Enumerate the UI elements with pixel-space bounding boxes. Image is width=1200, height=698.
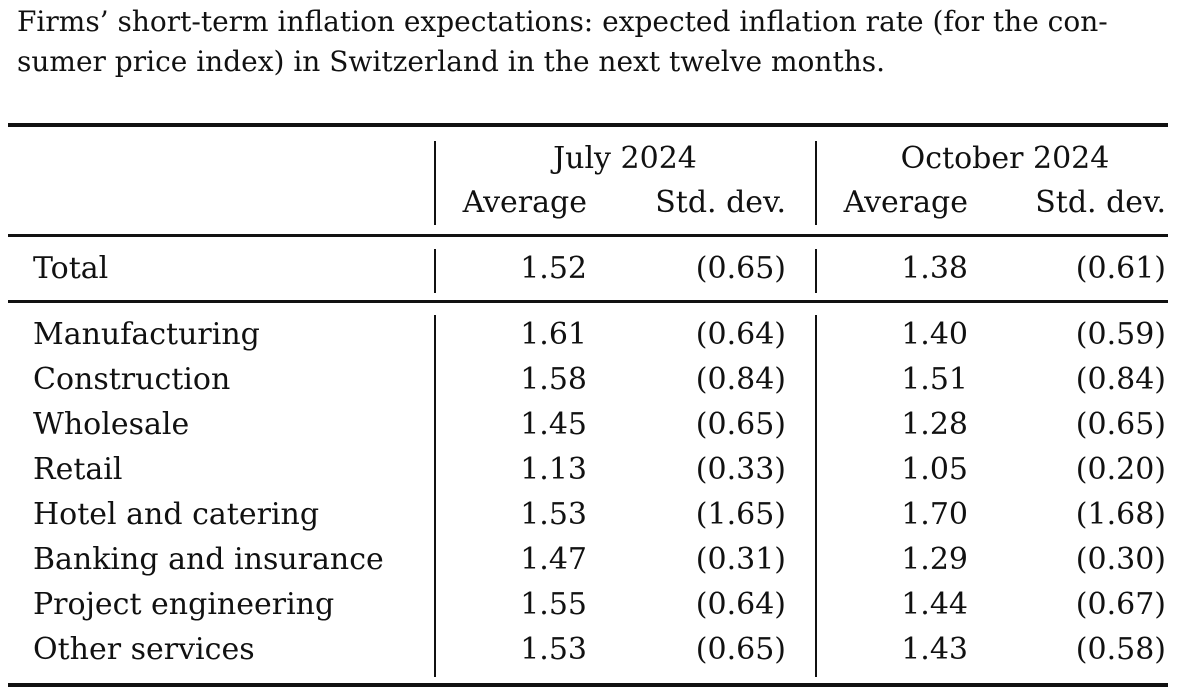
row-july-std-dev: (0.33) [695,452,786,487]
row-label: Wholesale [33,407,190,442]
row-october-average: 1.28 [901,407,968,442]
row-july-average: 1.45 [520,407,587,442]
total-july-std-dev: (0.65) [695,251,786,286]
header-rule [8,234,1168,237]
row-july-std-dev: (0.31) [695,542,786,577]
row-july-std-dev: (0.64) [695,587,786,622]
row-october-std-dev: (0.30) [1075,542,1166,577]
caption-line-2: sumer price index) in Switzerland in the… [17,45,885,78]
row-label: Hotel and catering [33,497,320,532]
row-july-std-dev: (0.65) [695,407,786,442]
subheader-july-std-dev: Std. dev. [655,185,786,220]
row-october-std-dev: (0.59) [1075,317,1166,352]
row-october-average: 1.44 [901,587,968,622]
row-october-average: 1.05 [901,452,968,487]
total-separator-left [434,249,436,293]
total-october-average: 1.38 [901,251,968,286]
row-october-average: 1.51 [901,362,968,397]
caption-line-1: Firms’ short-term inflation expectations… [17,5,1108,38]
total-october-std-dev: (0.61) [1075,251,1166,286]
row-july-std-dev: (0.65) [695,632,786,667]
subheader-july-average: Average [462,185,587,220]
row-july-average: 1.55 [520,587,587,622]
total-row-label: Total [33,251,109,286]
row-july-average: 1.47 [520,542,587,577]
total-july-average: 1.52 [520,251,587,286]
group-header-july: July 2024 [553,141,697,176]
row-july-average: 1.53 [520,632,587,667]
row-october-std-dev: (0.20) [1075,452,1166,487]
row-label: Banking and insurance [33,542,384,577]
row-label: Retail [33,452,123,487]
subheader-october-average: Average [843,185,968,220]
total-separator-middle [815,249,817,293]
header-separator-middle [815,141,817,225]
total-rule [8,300,1168,303]
row-october-std-dev: (1.68) [1075,497,1166,532]
row-october-std-dev: (0.65) [1075,407,1166,442]
row-october-average: 1.40 [901,317,968,352]
row-july-average: 1.53 [520,497,587,532]
header-separator-left [434,141,436,225]
row-october-average: 1.29 [901,542,968,577]
row-label: Other services [33,632,255,667]
row-label: Project engineering [33,587,335,622]
row-july-average: 1.61 [520,317,587,352]
subheader-october-std-dev: Std. dev. [1035,185,1166,220]
row-july-std-dev: (0.64) [695,317,786,352]
row-october-std-dev: (0.84) [1075,362,1166,397]
bottom-rule [8,683,1168,687]
row-october-std-dev: (0.58) [1075,632,1166,667]
row-july-std-dev: (0.84) [695,362,786,397]
top-rule [8,123,1168,127]
row-october-average: 1.70 [901,497,968,532]
row-july-std-dev: (1.65) [695,497,786,532]
table-caption: Firms’ short-term inflation expectations… [17,2,1187,82]
row-july-average: 1.58 [520,362,587,397]
group-header-october: October 2024 [900,141,1110,176]
row-october-std-dev: (0.67) [1075,587,1166,622]
body-separator-left [434,315,436,677]
body-separator-middle [815,315,817,677]
row-october-average: 1.43 [901,632,968,667]
row-label: Manufacturing [33,317,260,352]
row-label: Construction [33,362,231,397]
row-july-average: 1.13 [520,452,587,487]
